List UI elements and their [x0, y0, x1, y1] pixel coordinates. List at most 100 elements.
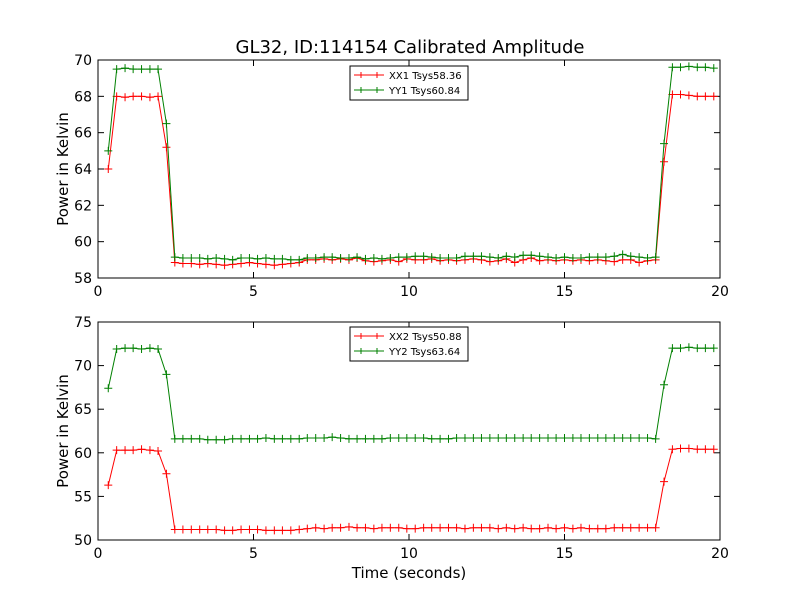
- data-point: [121, 93, 130, 102]
- data-point: [436, 523, 445, 532]
- data-point: [576, 433, 585, 442]
- data-point: [676, 90, 685, 99]
- data-point: [427, 253, 436, 262]
- data-point: [129, 446, 138, 455]
- data-point: [419, 523, 428, 532]
- data-point: [295, 525, 304, 534]
- y-tick-label: 70: [74, 53, 92, 69]
- data-point: [129, 65, 138, 74]
- data-point: [328, 523, 337, 532]
- legend-label-2: YY1 Tsys60.84: [388, 86, 460, 97]
- data-point: [494, 433, 503, 442]
- data-point: [635, 523, 644, 532]
- data-point: [684, 343, 693, 352]
- data-point: [344, 434, 353, 443]
- data-point: [129, 92, 138, 101]
- data-point: [336, 433, 345, 442]
- data-point: [129, 344, 138, 353]
- data-point: [701, 92, 710, 101]
- data-point: [643, 254, 652, 263]
- data-point: [311, 254, 320, 263]
- data-point: [195, 525, 204, 534]
- data-point: [552, 433, 561, 442]
- legend-label-2: YY2 Tsys63.64: [388, 347, 460, 358]
- data-point: [560, 433, 569, 442]
- data-point: [121, 64, 130, 73]
- data-point: [709, 64, 718, 73]
- data-point: [552, 524, 561, 533]
- data-point: [502, 433, 511, 442]
- data-point: [469, 433, 478, 442]
- data-point: [701, 344, 710, 353]
- data-point: [145, 344, 154, 353]
- data-point: [651, 523, 660, 532]
- y-tick-label: 65: [74, 402, 92, 418]
- data-point: [295, 434, 304, 443]
- data-point: [610, 523, 619, 532]
- x-tick-label: 0: [94, 546, 103, 562]
- data-point: [394, 433, 403, 442]
- data-point: [593, 253, 602, 262]
- data-point: [361, 254, 370, 263]
- data-point: [220, 526, 229, 535]
- data-point: [527, 251, 536, 260]
- data-point: [369, 254, 378, 263]
- data-point: [112, 446, 121, 455]
- data-point: [477, 433, 486, 442]
- data-point: [212, 525, 221, 534]
- data-point: [303, 254, 312, 263]
- data-point: [460, 252, 469, 261]
- data-point: [510, 433, 519, 442]
- data-point: [552, 254, 561, 263]
- legend-label-1: XX2 Tsys50.88: [389, 332, 462, 343]
- data-point: [660, 157, 669, 166]
- x-tick-label: 5: [249, 546, 258, 562]
- data-point: [220, 435, 229, 444]
- data-point: [560, 523, 569, 532]
- data-point: [278, 526, 287, 535]
- data-point: [651, 434, 660, 443]
- data-point: [145, 65, 154, 74]
- data-point: [377, 434, 386, 443]
- legend-marker: [374, 72, 380, 78]
- data-point: [261, 526, 270, 535]
- data-point: [668, 344, 677, 353]
- data-point: [195, 434, 204, 443]
- data-point: [187, 434, 196, 443]
- data-point: [693, 92, 702, 101]
- data-point: [643, 523, 652, 532]
- legend-box: [349, 326, 469, 362]
- data-point: [270, 526, 279, 535]
- data-point: [104, 481, 113, 490]
- data-point: [519, 523, 528, 532]
- data-point: [278, 434, 287, 443]
- legend-box: [349, 65, 469, 101]
- data-point: [544, 253, 553, 262]
- data-point: [369, 524, 378, 533]
- series-markers-1: [104, 444, 718, 535]
- chart-panel-1: 0 5 10 15 20 58 60 62 64 66 68 70 XX1 Tsys58.36 YY1 T…: [54, 53, 729, 300]
- x-tick-label: 15: [556, 546, 574, 562]
- y-tick-label: 68: [74, 89, 92, 105]
- data-point: [361, 523, 370, 532]
- data-point: [178, 434, 187, 443]
- data-point: [402, 524, 411, 533]
- legend: XX2 Tsys50.88 YY2 Tsys63.64: [349, 326, 469, 362]
- data-point: [270, 254, 279, 263]
- data-point: [419, 433, 428, 442]
- data-point: [494, 524, 503, 533]
- chart-panel-2: 0 5 10 15 20 50 55 60 65 70 75 XX2 Tsys50.88 YY2 Tsy…: [54, 315, 729, 582]
- data-point: [436, 434, 445, 443]
- data-point: [460, 433, 469, 442]
- data-point: [668, 445, 677, 454]
- series-markers-2: [104, 62, 718, 264]
- data-point: [485, 253, 494, 262]
- data-point: [137, 65, 146, 74]
- data-point: [452, 433, 461, 442]
- data-point: [104, 165, 113, 173]
- data-point: [178, 525, 187, 534]
- data-point: [162, 143, 171, 152]
- data-point: [162, 119, 171, 128]
- data-point: [693, 445, 702, 454]
- data-point: [510, 253, 519, 262]
